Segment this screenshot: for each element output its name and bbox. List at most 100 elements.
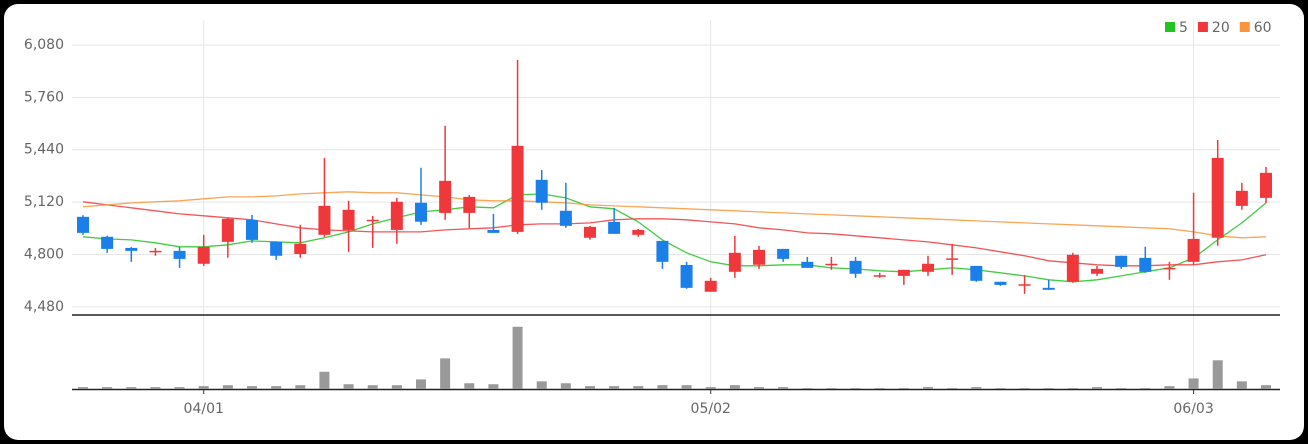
volume-bar bbox=[1092, 387, 1102, 389]
volume-bar bbox=[657, 385, 668, 389]
moving-average-line bbox=[82, 193, 1267, 283]
candle-body bbox=[1211, 157, 1224, 238]
candle-body bbox=[439, 180, 452, 213]
candle-body bbox=[825, 263, 838, 266]
volume-bar bbox=[874, 388, 885, 389]
candle-body bbox=[559, 210, 572, 226]
y-tick-label: 6,080 bbox=[24, 37, 64, 53]
candle-body bbox=[777, 248, 790, 259]
volume-bar bbox=[174, 387, 185, 389]
candle-body bbox=[1260, 172, 1272, 198]
volume-bar bbox=[247, 386, 257, 389]
volume-bar bbox=[416, 379, 426, 389]
candle-body bbox=[1187, 238, 1200, 262]
candle-body bbox=[922, 263, 934, 272]
volume-bar bbox=[681, 385, 692, 389]
candle-body bbox=[946, 258, 959, 260]
candle-body bbox=[246, 219, 258, 240]
volume-bar bbox=[1067, 388, 1078, 389]
y-tick-label: 4,800 bbox=[24, 246, 64, 262]
volume-bar bbox=[1116, 388, 1127, 389]
volume-bar bbox=[536, 381, 547, 389]
volume-bar bbox=[102, 387, 113, 389]
candle-body bbox=[680, 264, 693, 288]
volume-bar bbox=[923, 387, 933, 389]
y-tick-label: 5,760 bbox=[24, 89, 64, 105]
volume-bar bbox=[319, 371, 330, 389]
volume-bar bbox=[343, 384, 354, 389]
volume-bar bbox=[1164, 386, 1175, 389]
volume-bar bbox=[826, 388, 837, 389]
volume-bar bbox=[850, 388, 861, 389]
candle-body bbox=[270, 241, 283, 256]
volume-bar bbox=[512, 326, 523, 389]
moving-average-line bbox=[82, 201, 1267, 267]
candle-body bbox=[149, 250, 162, 253]
volume-bar bbox=[971, 387, 982, 389]
legend-swatch bbox=[1239, 22, 1250, 32]
candle-body bbox=[1091, 268, 1103, 274]
candle-body bbox=[77, 216, 89, 233]
volume-bar bbox=[464, 383, 475, 389]
x-tick-label: 06/03 bbox=[1173, 401, 1213, 417]
candle-body bbox=[1235, 190, 1248, 206]
volume-bar bbox=[633, 386, 644, 389]
candle-body bbox=[656, 240, 669, 262]
moving-average-line bbox=[82, 191, 1267, 239]
legend-label: 60 bbox=[1254, 20, 1272, 36]
candle-body bbox=[704, 280, 717, 292]
candle-body bbox=[173, 250, 186, 259]
candle-body bbox=[753, 249, 765, 265]
volume-bar bbox=[1236, 381, 1247, 389]
candle-body bbox=[415, 202, 427, 222]
candle-body bbox=[994, 281, 1007, 285]
candle-body bbox=[970, 265, 983, 281]
volume-bar bbox=[947, 388, 958, 389]
candle-body bbox=[294, 243, 307, 254]
volume-bar bbox=[271, 386, 282, 389]
candle-body bbox=[632, 229, 645, 235]
candle-body bbox=[873, 275, 886, 277]
candle-body bbox=[463, 196, 476, 213]
candle-body bbox=[221, 218, 234, 242]
candle-body bbox=[584, 226, 596, 238]
volume-bar bbox=[150, 387, 161, 389]
candle-body bbox=[487, 229, 500, 233]
volume-bar bbox=[609, 386, 620, 389]
x-tick-label: 05/02 bbox=[691, 401, 731, 417]
volume-bar bbox=[440, 358, 451, 389]
candle-body bbox=[1139, 257, 1152, 272]
volume-bar bbox=[778, 387, 789, 389]
volume-bar bbox=[585, 386, 595, 389]
volume-bar bbox=[802, 388, 813, 389]
volume-bar bbox=[1019, 388, 1030, 389]
candle-body bbox=[608, 221, 621, 234]
legend-swatch bbox=[1165, 22, 1175, 32]
volume-bar bbox=[1043, 388, 1054, 389]
volume-bar bbox=[898, 388, 909, 389]
y-tick-label: 4,480 bbox=[24, 299, 64, 315]
candle-body bbox=[318, 205, 331, 235]
volume-bar bbox=[391, 385, 402, 389]
volume-bar bbox=[1188, 378, 1199, 389]
candle-body bbox=[125, 247, 138, 251]
volume-bar bbox=[995, 388, 1006, 389]
candle-body bbox=[1066, 254, 1079, 282]
legend-swatch bbox=[1197, 22, 1208, 32]
candle-body bbox=[1042, 287, 1055, 290]
volume-bar bbox=[488, 384, 499, 389]
volume-bar bbox=[560, 383, 571, 389]
candle-body bbox=[101, 236, 114, 249]
volume-bar bbox=[1140, 388, 1151, 389]
legend-label: 5 bbox=[1179, 20, 1188, 36]
volume-bar bbox=[126, 387, 137, 389]
candle-body bbox=[342, 209, 355, 230]
volume-bar bbox=[295, 385, 306, 389]
candle-body bbox=[728, 252, 741, 272]
candle-body bbox=[1115, 255, 1128, 267]
candle-body bbox=[511, 145, 524, 232]
volume-bar bbox=[729, 385, 740, 389]
legend-label: 20 bbox=[1212, 20, 1230, 36]
